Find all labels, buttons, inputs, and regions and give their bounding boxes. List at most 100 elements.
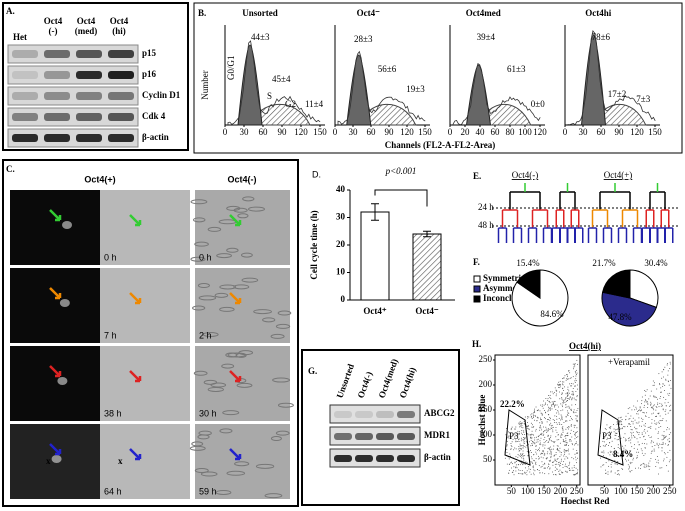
event <box>520 453 522 455</box>
event <box>616 454 618 456</box>
event <box>537 417 539 419</box>
event <box>568 405 570 407</box>
band <box>334 411 352 418</box>
event <box>519 447 521 449</box>
x-tick-label: 150 <box>418 127 432 137</box>
band-label: ABCG2 <box>424 408 455 418</box>
event <box>532 466 534 468</box>
event <box>548 414 550 416</box>
event <box>630 429 632 431</box>
event <box>576 396 578 398</box>
event <box>615 463 617 465</box>
event <box>520 449 522 451</box>
event <box>645 401 647 403</box>
event <box>544 430 546 432</box>
time-label: 59 h <box>199 486 217 496</box>
event <box>603 464 605 466</box>
event <box>562 384 564 386</box>
event <box>564 470 566 472</box>
event <box>550 427 552 429</box>
event <box>553 402 555 404</box>
event <box>646 466 648 468</box>
bar <box>360 211 390 301</box>
x-tick-label: 150 <box>648 127 662 137</box>
event <box>667 393 669 395</box>
event <box>543 439 545 441</box>
event <box>530 416 532 418</box>
event <box>535 428 537 430</box>
event <box>518 469 520 471</box>
slice-label: 21.7% <box>592 258 616 268</box>
event <box>610 446 612 448</box>
event <box>556 447 558 449</box>
event <box>565 398 567 400</box>
x-axis-label: Channels (FL2-A-FL2-Area) <box>385 140 496 150</box>
event <box>571 443 573 445</box>
event <box>576 416 578 418</box>
event <box>555 422 557 424</box>
event <box>662 418 664 420</box>
event <box>567 386 569 388</box>
band <box>355 455 373 462</box>
gate-label: P3 <box>509 431 519 441</box>
event <box>555 436 557 438</box>
event <box>664 411 666 413</box>
event <box>550 454 552 456</box>
event <box>565 443 567 445</box>
event <box>561 398 563 400</box>
panel-label: F. <box>473 257 480 267</box>
event <box>532 426 534 428</box>
y-tick-label: 0 <box>341 294 346 304</box>
event <box>661 434 663 436</box>
event <box>555 395 557 397</box>
event <box>565 404 567 406</box>
event <box>556 431 558 433</box>
event <box>530 433 532 435</box>
event <box>566 434 568 436</box>
event <box>566 427 568 429</box>
event <box>615 453 617 455</box>
event <box>513 449 515 451</box>
event <box>545 458 547 460</box>
event <box>517 439 519 441</box>
event <box>574 432 576 434</box>
event <box>667 380 669 382</box>
event <box>669 363 671 365</box>
event <box>605 429 607 431</box>
event <box>515 440 517 442</box>
event <box>524 434 526 436</box>
event <box>658 406 660 408</box>
event <box>621 421 623 423</box>
event <box>669 367 671 369</box>
event <box>546 399 548 401</box>
event <box>510 437 512 439</box>
event <box>538 458 540 460</box>
event <box>552 419 554 421</box>
event <box>640 448 642 450</box>
event <box>665 413 667 415</box>
event <box>642 463 644 465</box>
event <box>630 426 632 428</box>
event <box>575 375 577 377</box>
x-tick-label: 90 <box>278 127 288 137</box>
event <box>538 465 540 467</box>
cell <box>200 471 218 477</box>
event <box>625 449 627 451</box>
event <box>623 447 625 449</box>
event <box>566 472 568 474</box>
event <box>575 404 577 406</box>
band <box>12 50 38 58</box>
event <box>630 463 632 465</box>
event <box>506 444 508 446</box>
blot-strip <box>329 448 421 468</box>
event <box>544 402 546 404</box>
band <box>44 50 70 58</box>
event <box>636 428 638 430</box>
event <box>538 469 540 471</box>
event <box>646 443 648 445</box>
event <box>614 434 616 436</box>
event <box>521 439 523 441</box>
event <box>572 394 574 396</box>
event <box>550 457 552 459</box>
event <box>655 406 657 408</box>
